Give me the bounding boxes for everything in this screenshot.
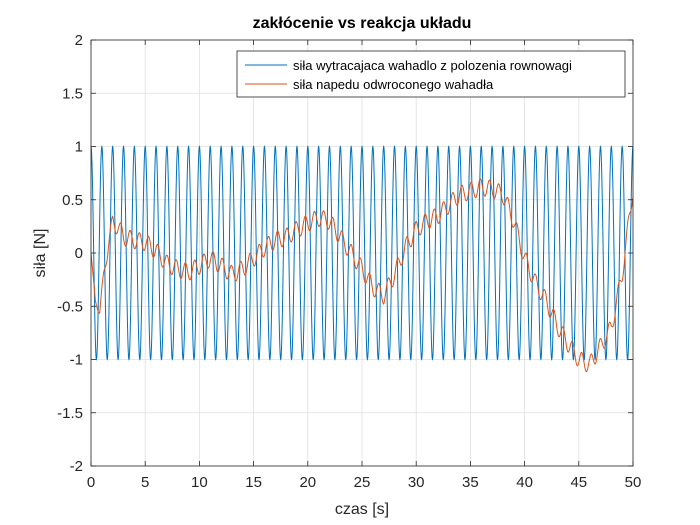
series-group — [91, 145, 633, 373]
legend: siła wytracajaca wahadlo z polozenia row… — [236, 50, 626, 98]
y-tick-label: 0.5 — [62, 192, 83, 209]
y-tick-label: -1 — [70, 352, 83, 369]
series-line-drive-force — [91, 178, 633, 373]
plot-area: 0 5 10 15 20 25 30 35 40 45 50 -2 -1.5 -1 -0.5 0 0.5 1 1.… — [57, 32, 641, 491]
y-tick-label: 1 — [75, 139, 83, 156]
y-tick-label: 2 — [75, 32, 83, 49]
x-tick-label: 20 — [299, 474, 316, 491]
x-tick-label: 50 — [625, 474, 642, 491]
y-tick-label: -1.5 — [57, 405, 83, 422]
y-axis-ticks: -2 -1.5 -1 -0.5 0 0.5 1 1.5 2 — [57, 32, 633, 475]
x-tick-label: 0 — [87, 474, 95, 491]
x-tick-label: 25 — [354, 474, 371, 491]
y-tick-label: -2 — [70, 458, 83, 475]
x-axis-ticks: 0 5 10 15 20 25 30 35 40 45 50 — [87, 40, 642, 491]
series-line-disturbance — [91, 145, 633, 361]
x-axis-label: czas [s] — [335, 501, 389, 518]
y-tick-label: 0 — [75, 245, 83, 262]
x-tick-label: 10 — [191, 474, 208, 491]
chart-title: zakłócenie vs reakcja układu — [253, 15, 472, 32]
legend-box — [236, 50, 626, 98]
legend-label-disturbance: siła wytracajaca wahadlo z polozenia row… — [293, 58, 572, 73]
x-tick-label: 35 — [462, 474, 479, 491]
x-tick-label: 15 — [245, 474, 262, 491]
x-tick-label: 45 — [570, 474, 587, 491]
y-tick-label: -0.5 — [57, 298, 83, 315]
x-tick-label: 40 — [516, 474, 533, 491]
x-tick-label: 30 — [408, 474, 425, 491]
x-tick-label: 5 — [141, 474, 149, 491]
y-tick-label: 1.5 — [62, 85, 83, 102]
y-axis-label: siła [N] — [32, 229, 49, 278]
legend-label-drive-force: siła napedu odwroconego wahadła — [293, 77, 494, 92]
